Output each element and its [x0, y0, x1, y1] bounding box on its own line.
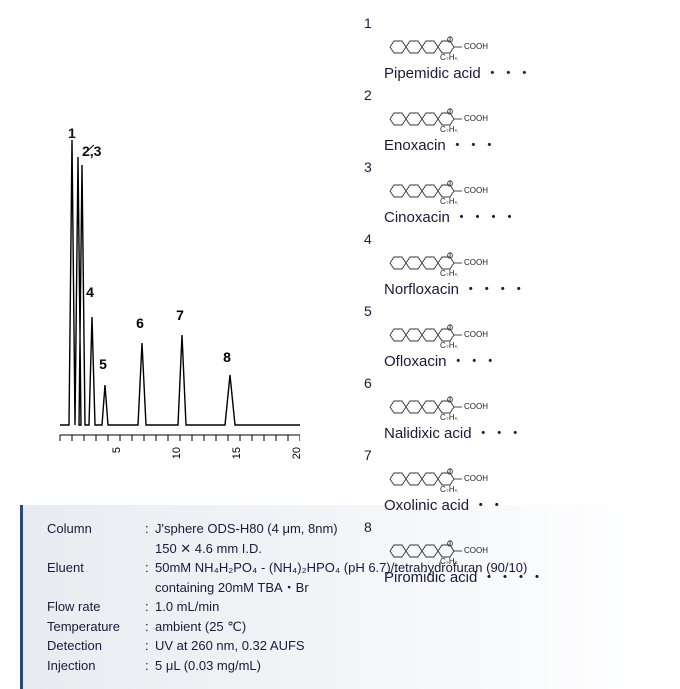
svg-text:C₂H₅: C₂H₅: [440, 125, 458, 132]
compound-index: 7: [364, 447, 660, 463]
compound-name: Ofloxacin ・・・: [384, 350, 660, 371]
compound-structure: O COOH C₂H₅: [384, 177, 660, 205]
column-label: Column: [47, 519, 145, 539]
column-value: J'sphere ODS-H80 (4 μm, 8nm): [155, 519, 644, 539]
svg-text:C₂H₅: C₂H₅: [440, 413, 458, 420]
svg-text:COOH: COOH: [464, 186, 488, 195]
svg-text:O: O: [447, 396, 453, 405]
compound-structure: O COOH C₂H₅: [384, 33, 660, 61]
compound-structure: O COOH C₂H₅: [384, 393, 660, 421]
svg-text:C₂H₅: C₂H₅: [440, 485, 458, 492]
svg-text:O: O: [447, 324, 453, 333]
compound-name: Oxolinic acid ・・: [384, 494, 660, 515]
temp-value: ambient (25 ℃): [155, 617, 644, 637]
compound-index: 6: [364, 375, 660, 391]
svg-text:7: 7: [176, 307, 184, 323]
svg-text:C₂H₅: C₂H₅: [440, 53, 458, 60]
svg-text:20: 20: [291, 447, 300, 459]
compound-structure: O COOH C₂H₅: [384, 465, 660, 493]
compound-index: 4: [364, 231, 660, 247]
svg-text:O: O: [447, 252, 453, 261]
det-value: UV at 260 nm, 0.32 AUFS: [155, 636, 644, 656]
compound-row: 4 O COOH C₂H₅ Norfloxacin ・・・・: [360, 231, 660, 299]
svg-text:O: O: [447, 36, 453, 45]
compound-list: 1 O COOH C₂H₅ Pipemidic acid ・・・2 O COOH…: [320, 10, 660, 505]
peak-label: 1: [68, 125, 76, 141]
temp-label: Temperature: [47, 617, 145, 637]
svg-text:COOH: COOH: [464, 474, 488, 483]
compound-name: Norfloxacin ・・・・: [384, 278, 660, 299]
det-label: Detection: [47, 636, 145, 656]
svg-text:8: 8: [223, 349, 231, 365]
compound-row: 7 O COOH C₂H₅ Oxolinic acid ・・: [360, 447, 660, 515]
compound-structure: O COOH C₂H₅: [384, 321, 660, 349]
svg-text:C₂H₅: C₂H₅: [440, 197, 458, 204]
svg-text:5: 5: [99, 356, 107, 372]
compound-row: 6 O COOH C₂H₅ Nalidixic acid ・・・: [360, 375, 660, 443]
compound-name: Enoxacin ・・・: [384, 134, 660, 155]
svg-text:10: 10: [171, 447, 183, 459]
compound-name: Cinoxacin ・・・・: [384, 206, 660, 227]
compound-index: 5: [364, 303, 660, 319]
flow-label: Flow rate: [47, 597, 145, 617]
chromatogram-svg: 5 10 15 20 4 5 6 7 8: [20, 125, 300, 485]
svg-text:15: 15: [231, 447, 243, 459]
svg-text:C₂H₅: C₂H₅: [440, 269, 458, 276]
peak-label: 2,3: [82, 143, 101, 159]
flow-value: 1.0 mL/min: [155, 597, 644, 617]
svg-text:COOH: COOH: [464, 258, 488, 267]
svg-text:COOH: COOH: [464, 330, 488, 339]
svg-text:COOH: COOH: [464, 42, 488, 51]
compound-row: 2 O COOH C₂H₅ Enoxacin ・・・: [360, 87, 660, 155]
svg-text:O: O: [447, 468, 453, 477]
conditions-box: Column : J'sphere ODS-H80 (4 μm, 8nm) 15…: [20, 505, 660, 689]
compound-index: 1: [364, 15, 660, 31]
eluent-value: 50mM NH₄H₂PO₄ - (NH₄)₂HPO₄ (pH 6.7)/tetr…: [155, 558, 644, 578]
inj-value: 5 μL (0.03 mg/mL): [155, 656, 644, 676]
compound-row: 1 O COOH C₂H₅ Pipemidic acid ・・・: [360, 15, 660, 83]
svg-text:6: 6: [136, 315, 144, 331]
svg-text:O: O: [447, 180, 453, 189]
svg-text:4: 4: [86, 284, 94, 300]
svg-text:O: O: [447, 108, 453, 117]
svg-text:COOH: COOH: [464, 114, 488, 123]
compound-index: 3: [364, 159, 660, 175]
svg-text:5: 5: [111, 447, 123, 453]
svg-text:COOH: COOH: [464, 402, 488, 411]
compound-name: Nalidixic acid ・・・: [384, 422, 660, 443]
compound-name: Pipemidic acid ・・・: [384, 62, 660, 83]
inj-label: Injection: [47, 656, 145, 676]
svg-text:COOH: COOH: [464, 546, 488, 555]
svg-text:C₂H₅: C₂H₅: [440, 341, 458, 348]
compound-row: 3 O COOH C₂H₅ Cinoxacin ・・・・: [360, 159, 660, 227]
svg-text:O: O: [447, 540, 453, 549]
compound-row: 5 O COOH C₂H₅ Ofloxacin ・・・: [360, 303, 660, 371]
chromatogram-panel: 1 2,3 5 10 15 20 4 5 6 7 8: [20, 125, 320, 505]
compound-structure: O COOH C₂H₅: [384, 249, 660, 277]
compound-structure: O COOH C₂H₅: [384, 105, 660, 133]
compound-index: 2: [364, 87, 660, 103]
eluent-label: Eluent: [47, 558, 145, 578]
